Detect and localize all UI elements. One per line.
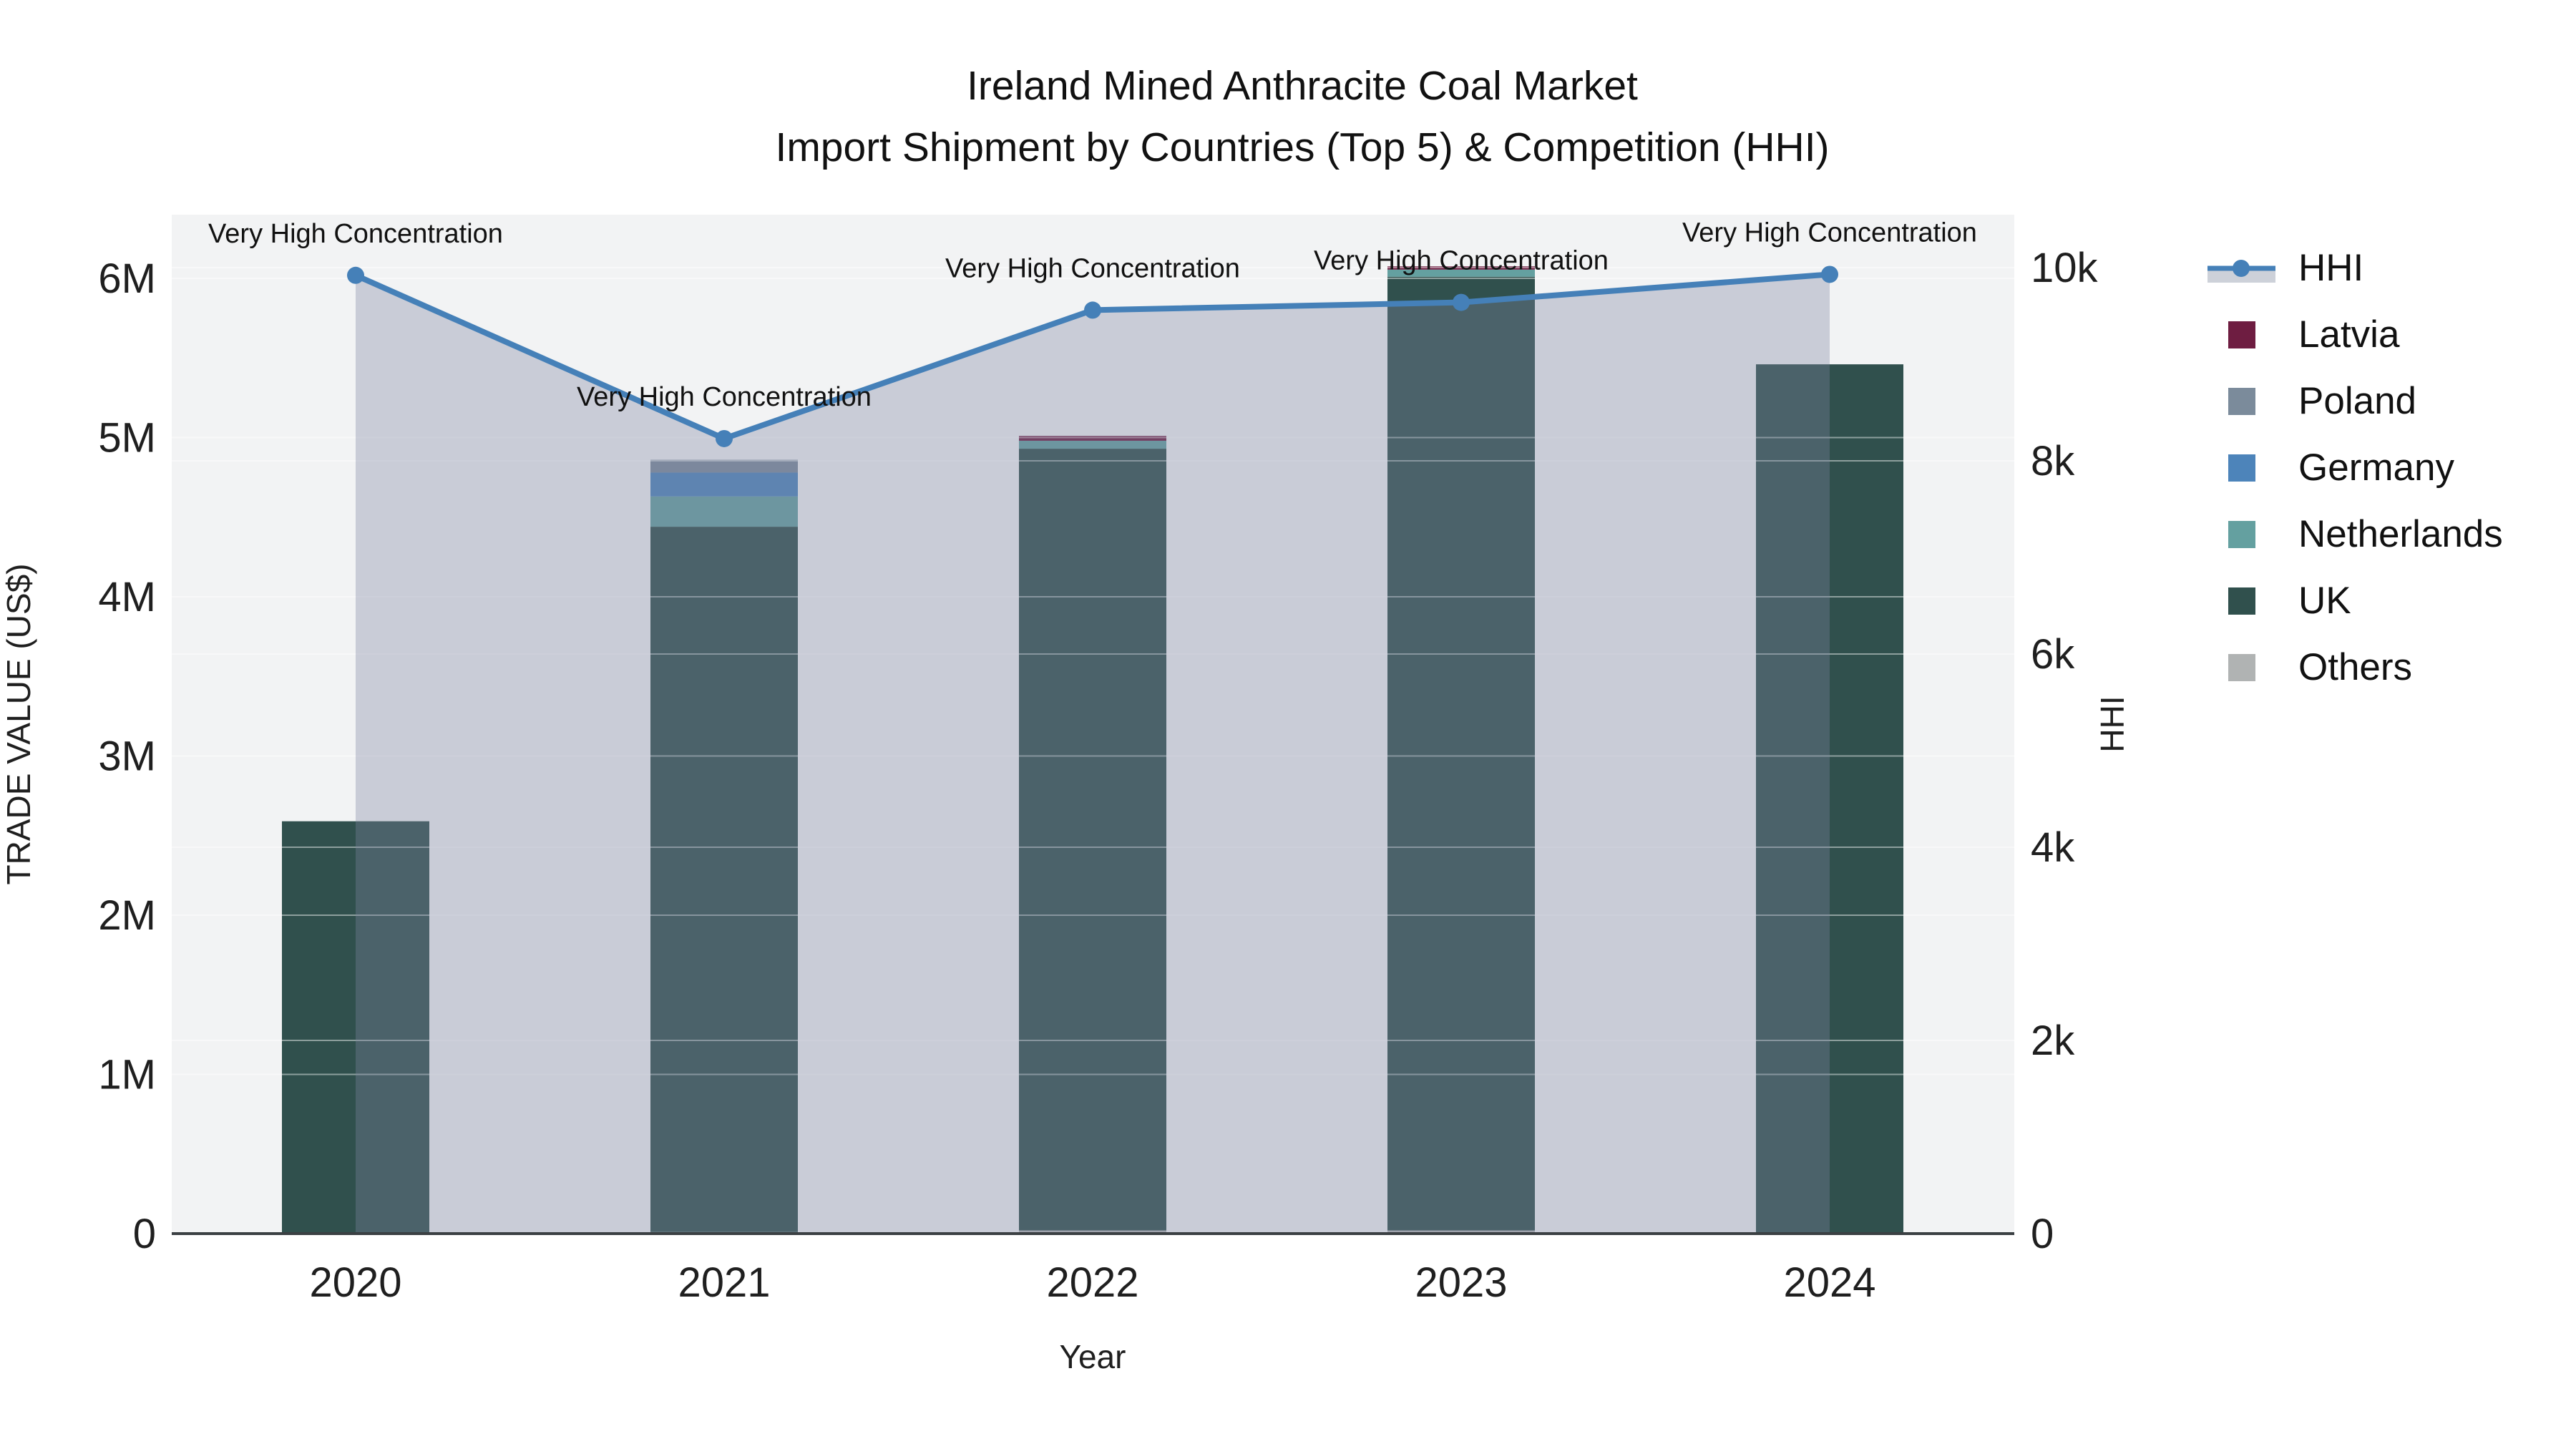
hhi-marker-2024[interactable] <box>1821 265 1838 283</box>
legend-label-netherlands: Netherlands <box>2298 513 2503 555</box>
legend-item-latvia[interactable]: Latvia <box>2207 301 2503 368</box>
legend-item-germany[interactable]: Germany <box>2207 434 2503 501</box>
hhi-marker-2023[interactable] <box>1453 293 1470 311</box>
x-tick-label-2021: 2021 <box>678 1259 770 1306</box>
left-tick-label: 5M <box>98 415 156 462</box>
annotation-very-high-concentration: Very High Concentration <box>577 382 872 412</box>
legend-swatch-icon <box>2207 585 2275 617</box>
x-tick-label-2022: 2022 <box>1046 1259 1138 1306</box>
left-tick-label: 2M <box>98 892 156 939</box>
right-tick-label: 4k <box>2031 824 2075 871</box>
hhi-marker-2020[interactable] <box>347 266 364 284</box>
bar-segment-poland-2021[interactable] <box>650 459 798 473</box>
y-axis-title-left: TRADE VALUE (US$) <box>0 563 37 884</box>
bar-segment-others-2023[interactable] <box>1387 1230 1535 1234</box>
bar-segment-netherlands-2021[interactable] <box>650 496 798 527</box>
legend-label-hhi: HHI <box>2298 247 2364 289</box>
left-tick-label: 4M <box>98 574 156 620</box>
left-tick-label: 3M <box>98 733 156 780</box>
x-axis-title: Year <box>1060 1338 1126 1375</box>
bar-segment-uk-2021[interactable] <box>650 527 798 1232</box>
legend-item-uk[interactable]: UK <box>2207 567 2503 634</box>
legend-swatch-icon <box>2207 519 2275 550</box>
right-tick-label: 8k <box>2031 438 2075 484</box>
legend-label-uk: UK <box>2298 580 2351 622</box>
right-tick-label: 2k <box>2031 1018 2075 1064</box>
legend-item-poland[interactable]: Poland <box>2207 368 2503 434</box>
bar-segment-netherlands-2023[interactable] <box>1387 269 1535 277</box>
bar-segment-netherlands-2022[interactable] <box>1019 440 1166 449</box>
annotation-very-high-concentration: Very High Concentration <box>208 219 503 249</box>
legend-label-poland: Poland <box>2298 380 2417 422</box>
legend-label-latvia: Latvia <box>2298 313 2400 356</box>
legend-swatch-icon <box>2207 386 2275 417</box>
left-tick-label: 0 <box>133 1211 156 1257</box>
hhi-line-icon <box>2207 253 2275 284</box>
bar-segment-latvia-2023[interactable] <box>1387 266 1535 270</box>
x-tick-label-2020: 2020 <box>309 1259 401 1306</box>
annotation-very-high-concentration: Very High Concentration <box>1314 246 1609 276</box>
legend-item-others[interactable]: Others <box>2207 634 2503 701</box>
legend-item-netherlands[interactable]: Netherlands <box>2207 501 2503 567</box>
legend-item-hhi[interactable]: HHI <box>2207 235 2503 301</box>
legend-label-others: Others <box>2298 646 2413 688</box>
legend-swatch-icon <box>2207 452 2275 484</box>
hhi-marker-2022[interactable] <box>1084 301 1101 319</box>
hhi-area-fill <box>356 274 1830 1234</box>
chart-title-line1: Ireland Mined Anthracite Coal Market <box>967 63 1638 109</box>
hhi-marker-2021[interactable] <box>716 429 733 447</box>
annotation-very-high-concentration: Very High Concentration <box>945 253 1240 283</box>
bar-segment-uk-2022[interactable] <box>1019 449 1166 1231</box>
bar-segment-uk-2023[interactable] <box>1387 276 1535 1231</box>
left-tick-label: 1M <box>98 1052 156 1098</box>
legend-label-germany: Germany <box>2298 447 2454 489</box>
right-tick-label: 0 <box>2031 1211 2054 1257</box>
x-tick-label-2023: 2023 <box>1415 1259 1507 1306</box>
bar-segment-others-2022[interactable] <box>1019 1230 1166 1234</box>
y-axis-title-right: HHI <box>2094 696 2131 752</box>
chart-title: Ireland Mined Anthracite Coal Market Imp… <box>775 56 1829 178</box>
left-tick-label: 6M <box>98 255 156 302</box>
right-tick-label: 6k <box>2031 631 2075 678</box>
x-tick-label-2024: 2024 <box>1783 1259 1875 1306</box>
bar-segment-uk-2020[interactable] <box>282 821 429 1234</box>
annotation-very-high-concentration: Very High Concentration <box>1682 218 1977 248</box>
bar-segment-uk-2024[interactable] <box>1756 364 1903 1234</box>
legend-swatch-icon <box>2207 319 2275 351</box>
legend: HHI Latvia Poland Germany Netherlands UK Other… <box>2207 235 2503 701</box>
bar-segment-germany-2021[interactable] <box>650 472 798 497</box>
legend-swatch-icon <box>2207 652 2275 683</box>
right-tick-label: 10k <box>2031 245 2099 291</box>
chart-title-line2: Import Shipment by Countries (Top 5) & C… <box>775 124 1830 170</box>
bar-segment-latvia-2022[interactable] <box>1019 436 1166 441</box>
